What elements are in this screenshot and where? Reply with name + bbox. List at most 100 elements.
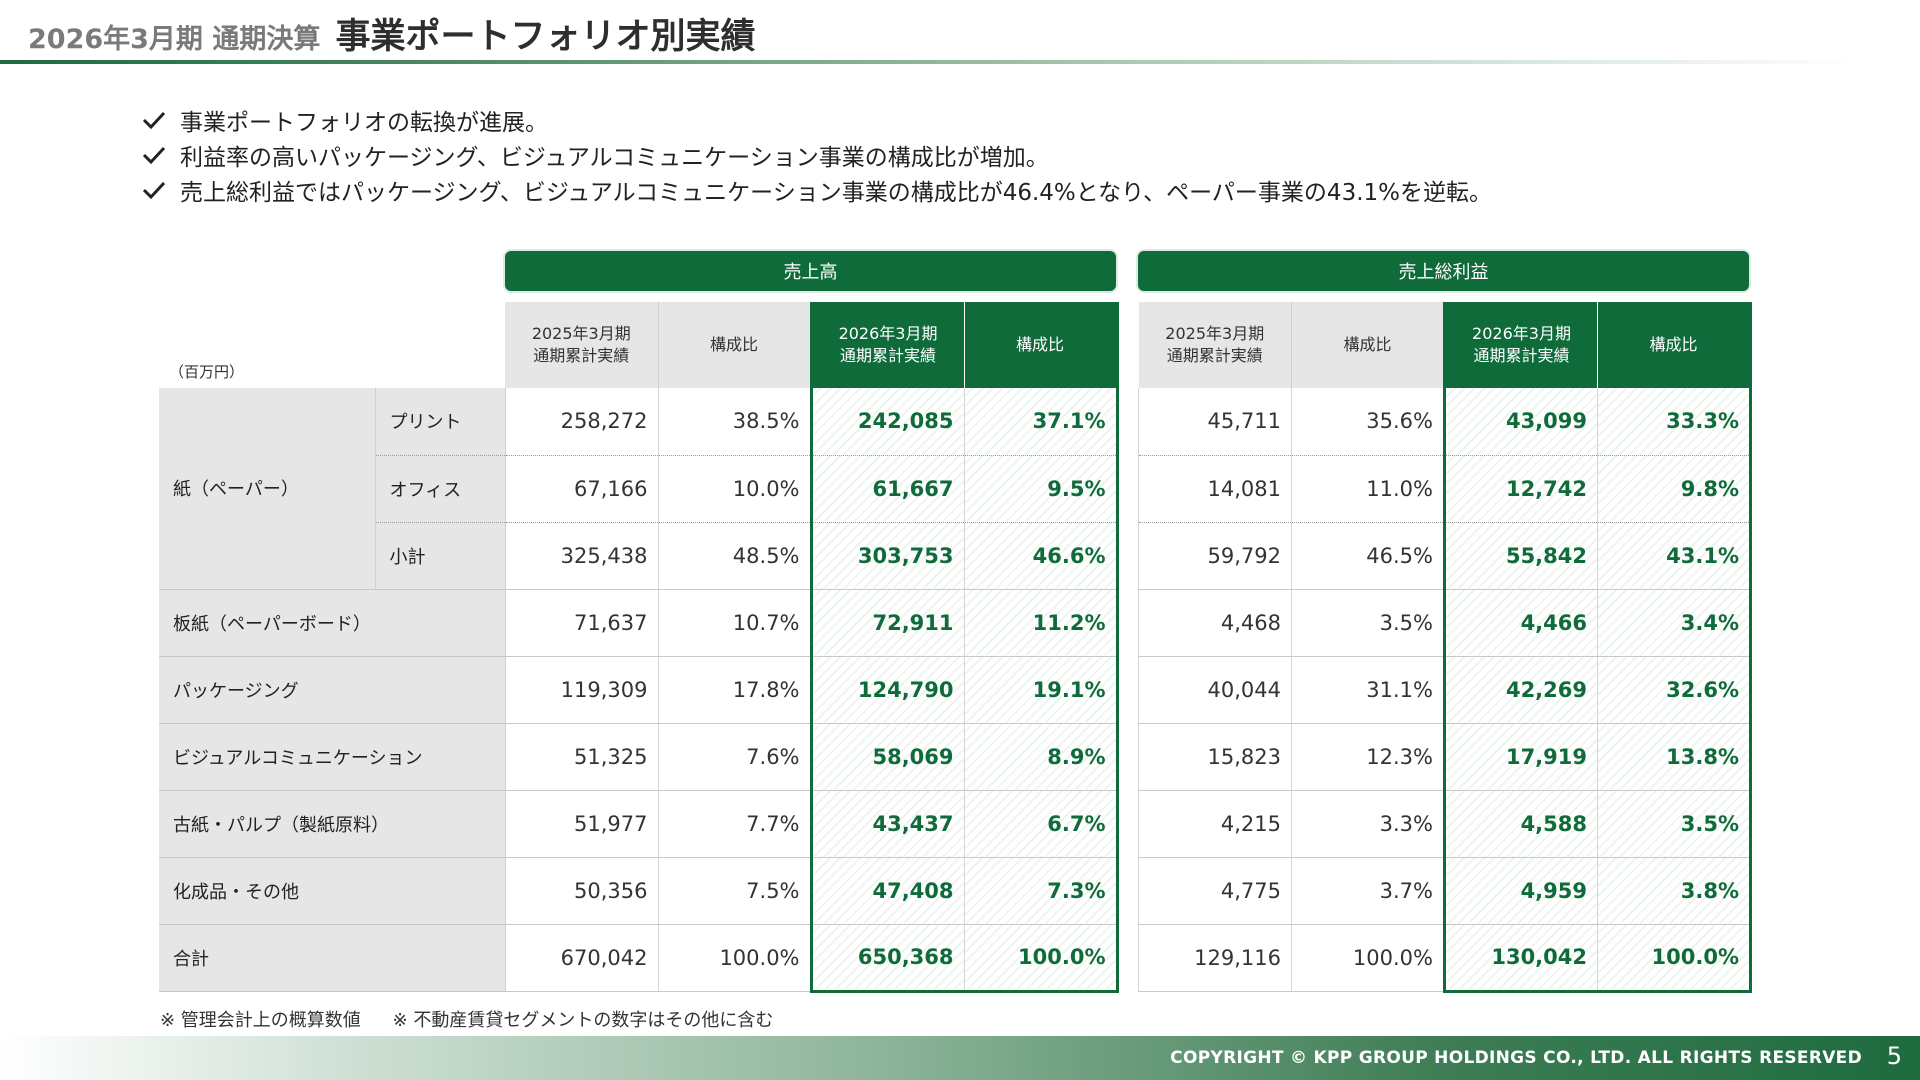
cell-value: 46.6% — [964, 522, 1119, 590]
cell-value: 11.0% — [1291, 455, 1445, 523]
cell-value: 7.3% — [964, 857, 1119, 925]
cell-value: 242,085 — [809, 388, 965, 456]
cell-value: 40,044 — [1138, 656, 1292, 724]
cell-value: 12.3% — [1291, 723, 1445, 791]
cell-value: 17.8% — [658, 656, 812, 724]
cell-value: 46.5% — [1291, 522, 1445, 590]
cell-value: 3.5% — [1291, 589, 1445, 657]
cell-value: 650,368 — [809, 924, 965, 993]
cell-value: 9.8% — [1597, 455, 1752, 523]
cell-value: 3.8% — [1597, 857, 1752, 925]
row-label: パッケージング — [159, 656, 506, 724]
cell-value: 100.0% — [964, 924, 1119, 993]
footnote: ※ 管理会計上の概算数値 — [160, 1010, 361, 1031]
row-group-paper: 紙（ペーパー） — [159, 388, 376, 590]
bullet-item: 売上総利益ではパッケージング、ビジュアルコミュニケーション事業の構成比が46.4… — [140, 172, 1492, 207]
table-row: 紙（ペーパー） プリント 258,272 38.5% 242,085 37.1% — [159, 388, 1119, 590]
cell-value: 51,977 — [505, 790, 659, 858]
cell-value: 43.1% — [1597, 522, 1752, 590]
table-row-total: 129,116 100.0% 130,042 100.0% — [1138, 924, 1752, 993]
cell-value: 303,753 — [809, 522, 965, 590]
cell-value: 13.8% — [1597, 723, 1752, 791]
cell-value: 7.7% — [658, 790, 812, 858]
cell-value: 58,069 — [809, 723, 965, 791]
title-bar: 2026年3月期 通期決算 事業ポートフォリオ別実績 — [0, 0, 1920, 64]
cell-value: 3.5% — [1597, 790, 1752, 858]
table-row: 4,468 3.5% 4,466 3.4% — [1138, 589, 1752, 657]
cell-value: 48.5% — [658, 522, 812, 590]
copyright-text: COPYRIGHT © KPP GROUP HOLDINGS CO., LTD.… — [1170, 1048, 1862, 1068]
table-row: 古紙・パルプ（製紙原料） 51,977 7.7% 43,437 6.7% — [159, 790, 1119, 858]
table-header-row: （百万円） 2025年3月期 通期累計実績 構成比 2026年3月期 通期累計実績 … — [159, 302, 1119, 388]
table-row: 59,792 46.5% 55,842 43.1% — [1138, 522, 1752, 590]
cell-value: 4,775 — [1138, 857, 1292, 925]
cell-value: 124,790 — [809, 656, 965, 724]
cell-value: 7.5% — [658, 857, 812, 925]
table-row: ビジュアルコミュニケーション 51,325 7.6% 58,069 8.9% — [159, 723, 1119, 791]
table-row: 小計 325,438 48.5% 303,753 46.6% — [159, 522, 1119, 590]
cell-value: 130,042 — [1443, 924, 1598, 993]
cell-value: 43,099 — [1443, 388, 1598, 456]
col-prev-gross: 2025年3月期 通期累計実績 — [1138, 302, 1292, 388]
cell-value: 15,823 — [1138, 723, 1292, 791]
cell-value: 33.3% — [1597, 388, 1752, 456]
row-label: 化成品・その他 — [159, 857, 506, 925]
table-row-total: 合計 670,042 100.0% 650,368 100.0% — [159, 924, 1119, 993]
cell-value: 59,792 — [1138, 522, 1292, 590]
col-prev-ratio: 構成比 — [658, 302, 812, 388]
page-number: 5 — [1886, 1042, 1902, 1070]
cell-value: 4,588 — [1443, 790, 1598, 858]
row-label: 合計 — [159, 924, 506, 992]
table-header-row: 2025年3月期 通期累計実績 構成比 2026年3月期 通期累計実績 構成比 — [1138, 302, 1752, 388]
group-header-sales: 売上高 — [505, 251, 1116, 291]
unit-label: （百万円） — [159, 302, 506, 388]
cell-value: 19.1% — [964, 656, 1119, 724]
cell-value: 100.0% — [1291, 924, 1445, 992]
cell-value: 45,711 — [1138, 388, 1292, 456]
bullet-list: 事業ポートフォリオの転換が進展。 利益率の高いパッケージング、ビジュアルコミュニ… — [140, 102, 1492, 207]
bullet-item: 事業ポートフォリオの転換が進展。 — [140, 102, 1492, 137]
bullet-item: 利益率の高いパッケージング、ビジュアルコミュニケーション事業の構成比が増加。 — [140, 137, 1492, 172]
col-curr-sales: 2026年3月期 通期累計実績 — [809, 302, 965, 388]
cell-value: 6.7% — [964, 790, 1119, 858]
row-label: プリント — [375, 388, 506, 456]
cell-value: 55,842 — [1443, 522, 1598, 590]
sales-table: （百万円） 2025年3月期 通期累計実績 構成比 2026年3月期 通期累計実績 … — [159, 302, 1119, 993]
table-row: 14,081 11.0% 12,742 9.8% — [1138, 455, 1752, 523]
table-row: 4,215 3.3% 4,588 3.5% — [1138, 790, 1752, 858]
cell-value: 38.5% — [658, 388, 812, 456]
bullet-text: 利益率の高いパッケージング、ビジュアルコミュニケーション事業の構成比が増加。 — [180, 144, 1049, 171]
cell-value: 32.6% — [1597, 656, 1752, 724]
cell-value: 258,272 — [505, 388, 659, 456]
cell-value: 9.5% — [964, 455, 1119, 523]
table-row: 4,775 3.7% 4,959 3.8% — [1138, 857, 1752, 925]
cell-value: 4,959 — [1443, 857, 1598, 925]
col-prev-ratio: 構成比 — [1291, 302, 1445, 388]
cell-value: 10.0% — [658, 455, 812, 523]
title-main: 事業ポートフォリオ別実績 — [335, 17, 756, 57]
cell-value: 31.1% — [1291, 656, 1445, 724]
check-icon — [142, 146, 166, 164]
cell-value: 12,742 — [1443, 455, 1598, 523]
footer-bar: COPYRIGHT © KPP GROUP HOLDINGS CO., LTD.… — [0, 1036, 1920, 1080]
cell-value: 43,437 — [809, 790, 965, 858]
table-row: 15,823 12.3% 17,919 13.8% — [1138, 723, 1752, 791]
cell-value: 14,081 — [1138, 455, 1292, 523]
group-header-gross-profit: 売上総利益 — [1138, 251, 1749, 291]
cell-value: 71,637 — [505, 589, 659, 657]
cell-value: 100.0% — [658, 924, 812, 992]
cell-value: 4,215 — [1138, 790, 1292, 858]
table-row: パッケージング 119,309 17.8% 124,790 19.1% — [159, 656, 1119, 724]
cell-value: 42,269 — [1443, 656, 1598, 724]
row-label: 古紙・パルプ（製紙原料） — [159, 790, 506, 858]
check-icon — [142, 111, 166, 129]
table-row: 45,711 35.6% 43,099 33.3% — [1138, 388, 1752, 456]
col-curr-ratio: 構成比 — [964, 302, 1119, 388]
cell-value: 119,309 — [505, 656, 659, 724]
cell-value: 35.6% — [1291, 388, 1445, 456]
cell-value: 325,438 — [505, 522, 659, 590]
cell-value: 3.7% — [1291, 857, 1445, 925]
col-curr-gross: 2026年3月期 通期累計実績 — [1443, 302, 1598, 388]
col-curr-ratio: 構成比 — [1597, 302, 1752, 388]
cell-value: 3.3% — [1291, 790, 1445, 858]
